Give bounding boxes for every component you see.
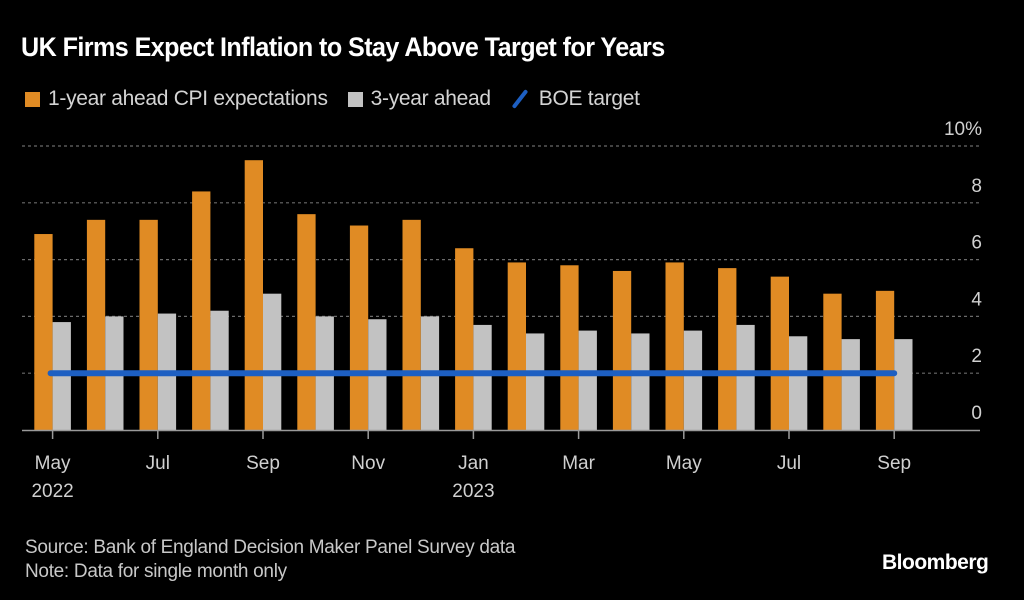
bar-3yr xyxy=(841,339,860,430)
legend: 1-year ahead CPI expectations 3-year ahe… xyxy=(25,86,660,112)
bar-1yr xyxy=(455,248,474,430)
x-tick-year-label: 2023 xyxy=(452,481,494,502)
bar-1yr xyxy=(875,290,895,430)
bar-1yr xyxy=(770,276,789,430)
y-axis-labels: 0 2 4 6 8 10% xyxy=(944,119,982,424)
bar-1yr xyxy=(297,214,316,430)
bar-1yr xyxy=(34,234,53,430)
bar-3yr xyxy=(894,339,913,430)
x-tick-year-label: 2022 xyxy=(31,481,73,502)
bar-1yr xyxy=(718,268,737,430)
bar-1yr xyxy=(507,262,526,430)
y-tick-label: 6 xyxy=(971,233,982,254)
x-tick-label: Mar xyxy=(562,453,595,474)
bar-1yr xyxy=(560,265,579,430)
legend-swatch-3yr xyxy=(347,91,363,107)
legend-label-3yr: 3-year ahead xyxy=(370,87,491,110)
x-tick-label: Jan xyxy=(458,453,489,474)
bar-3yr xyxy=(526,333,545,430)
bar-3yr xyxy=(578,330,597,430)
legend-item-boe: BOE target xyxy=(511,87,640,111)
y-tick-label: 2 xyxy=(971,346,982,367)
x-tick-label: Nov xyxy=(351,453,385,474)
x-tick-label: May xyxy=(666,453,702,474)
legend-item-3yr: 3-year ahead xyxy=(347,87,491,111)
data-note: Note: Data for single month only xyxy=(25,561,287,582)
bar-1yr xyxy=(612,270,632,430)
x-tick-label: Jul xyxy=(777,453,801,474)
y-tick-label: 4 xyxy=(971,289,982,310)
bar-1yr xyxy=(244,160,263,430)
bar-3yr xyxy=(789,336,808,430)
bar-1yr xyxy=(192,191,211,430)
bar-1yr xyxy=(349,225,369,430)
bar-1yr xyxy=(402,219,421,430)
x-axis: May 2022 Jul Sep Nov Jan 2023 Mar May Jul Sep xyxy=(22,429,980,502)
bar-3yr xyxy=(683,330,703,430)
x-tick-label: Sep xyxy=(877,453,911,474)
bar-3yr xyxy=(736,324,755,430)
y-tick-label: 8 xyxy=(971,176,982,197)
y-tick-label: 10% xyxy=(944,119,982,140)
bar-1yr xyxy=(86,219,106,430)
bar-3yr xyxy=(473,324,492,430)
bar-3yr xyxy=(263,293,282,430)
bar-3yr xyxy=(631,333,650,430)
x-tick-label: Sep xyxy=(246,453,280,474)
chart-title: UK Firms Expect Inflation to Stay Above … xyxy=(21,32,665,62)
legend-swatch-1yr xyxy=(25,91,40,107)
legend-label-boe: BOE target xyxy=(538,87,640,110)
footer: Source: Bank of England Decision Maker P… xyxy=(25,536,515,584)
bars xyxy=(34,160,913,430)
source-note: Source: Bank of England Decision Maker P… xyxy=(25,537,516,558)
bar-1yr xyxy=(823,293,842,430)
bar-1yr xyxy=(665,262,684,430)
legend-label-1yr: 1-year ahead CPI expectations xyxy=(48,87,328,110)
bloomberg-logo: Bloomberg xyxy=(882,551,989,574)
legend-item-1yr: 1-year ahead CPI expectations xyxy=(25,87,328,111)
bar-1yr xyxy=(139,219,158,430)
x-tick-label: May xyxy=(35,453,71,474)
x-tick-label: Jul xyxy=(146,453,170,474)
y-tick-label: 0 xyxy=(971,403,982,424)
